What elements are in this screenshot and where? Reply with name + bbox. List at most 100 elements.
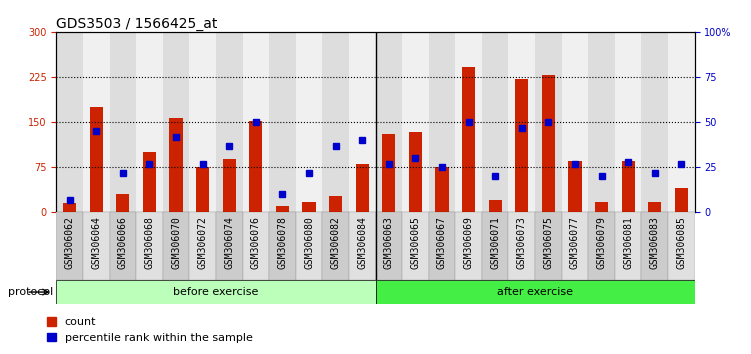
- Text: GSM306066: GSM306066: [118, 216, 128, 269]
- Legend: count, percentile rank within the sample: count, percentile rank within the sample: [47, 317, 252, 343]
- Bar: [163, 32, 189, 212]
- Text: GSM306071: GSM306071: [490, 216, 500, 269]
- Bar: [322, 212, 349, 280]
- Bar: [56, 280, 376, 304]
- Text: protocol: protocol: [8, 287, 53, 297]
- Bar: [216, 32, 243, 212]
- Bar: [588, 32, 615, 212]
- Bar: [269, 32, 296, 212]
- Bar: [196, 167, 210, 212]
- Bar: [116, 194, 129, 212]
- Bar: [329, 195, 342, 212]
- Bar: [648, 201, 662, 212]
- Text: GSM306084: GSM306084: [357, 216, 367, 269]
- Text: GSM306081: GSM306081: [623, 216, 633, 269]
- Text: GSM306075: GSM306075: [544, 216, 553, 269]
- Bar: [222, 159, 236, 212]
- Text: GSM306073: GSM306073: [517, 216, 526, 269]
- Bar: [355, 164, 369, 212]
- Text: GSM306083: GSM306083: [650, 216, 660, 269]
- Bar: [535, 212, 562, 280]
- Bar: [455, 212, 482, 280]
- Bar: [83, 32, 110, 212]
- Bar: [216, 212, 243, 280]
- Bar: [303, 201, 315, 212]
- Bar: [595, 201, 608, 212]
- Bar: [376, 280, 695, 304]
- Bar: [409, 132, 422, 212]
- Bar: [436, 167, 448, 212]
- Text: GSM306076: GSM306076: [251, 216, 261, 269]
- Bar: [189, 32, 216, 212]
- Text: after exercise: after exercise: [497, 287, 573, 297]
- Bar: [562, 212, 588, 280]
- Bar: [429, 212, 455, 280]
- Bar: [668, 32, 695, 212]
- Text: GSM306062: GSM306062: [65, 216, 74, 269]
- Text: GSM306085: GSM306085: [677, 216, 686, 269]
- Bar: [322, 32, 349, 212]
- Bar: [89, 107, 103, 212]
- Bar: [482, 212, 508, 280]
- Bar: [569, 161, 581, 212]
- Bar: [508, 212, 535, 280]
- Bar: [402, 32, 429, 212]
- Bar: [382, 134, 396, 212]
- Bar: [63, 203, 77, 212]
- Bar: [243, 32, 269, 212]
- Bar: [136, 32, 163, 212]
- Bar: [269, 212, 296, 280]
- Text: GSM306064: GSM306064: [91, 216, 101, 269]
- Bar: [402, 212, 429, 280]
- Bar: [562, 32, 588, 212]
- Text: GSM306077: GSM306077: [570, 216, 580, 269]
- Bar: [376, 212, 402, 280]
- Bar: [489, 200, 502, 212]
- Bar: [163, 212, 189, 280]
- Bar: [276, 206, 289, 212]
- Bar: [622, 161, 635, 212]
- Bar: [110, 212, 136, 280]
- Bar: [136, 212, 163, 280]
- Text: GSM306082: GSM306082: [330, 216, 341, 269]
- Bar: [143, 152, 156, 212]
- Bar: [249, 121, 262, 212]
- Text: GSM306069: GSM306069: [463, 216, 474, 269]
- Bar: [541, 75, 555, 212]
- Bar: [376, 32, 402, 212]
- Text: GSM306079: GSM306079: [596, 216, 607, 269]
- Text: before exercise: before exercise: [173, 287, 258, 297]
- Bar: [429, 32, 455, 212]
- Bar: [349, 212, 376, 280]
- Bar: [170, 118, 182, 212]
- Bar: [110, 32, 136, 212]
- Bar: [668, 212, 695, 280]
- Bar: [482, 32, 508, 212]
- Bar: [56, 32, 83, 212]
- Text: GSM306067: GSM306067: [437, 216, 447, 269]
- Text: GSM306063: GSM306063: [384, 216, 394, 269]
- Bar: [615, 32, 641, 212]
- Text: GSM306080: GSM306080: [304, 216, 314, 269]
- Bar: [641, 212, 668, 280]
- Text: GSM306074: GSM306074: [225, 216, 234, 269]
- Bar: [515, 79, 529, 212]
- Text: GSM306072: GSM306072: [198, 216, 207, 269]
- Bar: [641, 32, 668, 212]
- Bar: [674, 188, 688, 212]
- Bar: [189, 212, 216, 280]
- Bar: [243, 212, 269, 280]
- Bar: [535, 32, 562, 212]
- Bar: [508, 32, 535, 212]
- Bar: [56, 212, 83, 280]
- Bar: [296, 212, 322, 280]
- Bar: [455, 32, 482, 212]
- Bar: [83, 212, 110, 280]
- Bar: [588, 212, 615, 280]
- Bar: [349, 32, 376, 212]
- Text: GDS3503 / 1566425_at: GDS3503 / 1566425_at: [56, 17, 218, 31]
- Bar: [462, 67, 475, 212]
- Bar: [615, 212, 641, 280]
- Bar: [296, 32, 322, 212]
- Text: GSM306068: GSM306068: [144, 216, 155, 269]
